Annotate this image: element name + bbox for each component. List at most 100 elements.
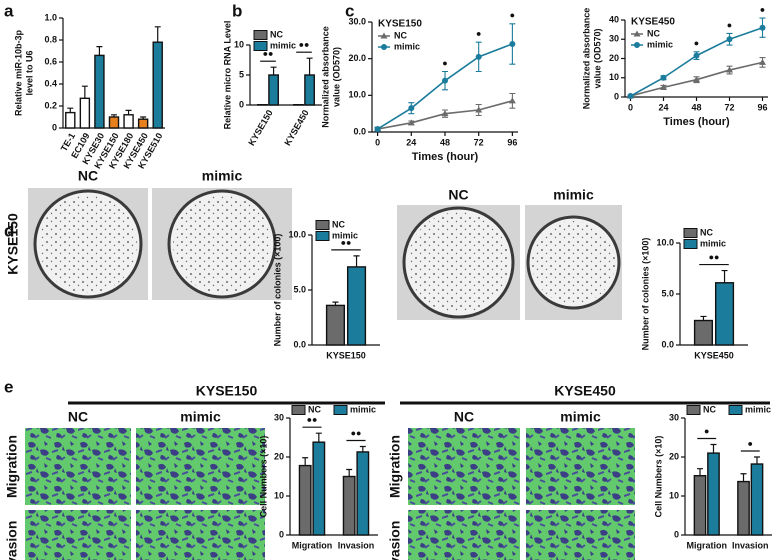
y-tick-label: 20 [274,451,284,461]
point [726,36,733,43]
y-tick-label: 20 [609,53,619,63]
bar [65,111,76,129]
significance: ● [510,10,515,20]
error-bar [753,456,760,465]
microscopy-image [25,510,131,560]
legend-swatch [253,30,268,40]
point [475,53,482,60]
column-label: NC [448,187,468,203]
legend-swatch [683,228,698,238]
y-tick-label: 10 [274,490,284,500]
legend-swatch [683,239,698,249]
x-tick-label: 96 [507,137,517,147]
legend-label: NC [700,227,713,237]
legend-label: mimic [332,230,358,240]
column-label: mimic [202,168,243,184]
bar [312,441,326,536]
x-tick-label: 48 [691,102,701,112]
legend-swatch [728,405,743,415]
significance: ● [694,38,699,48]
x-tick-label: 0 [375,137,380,147]
point [508,97,516,104]
point [660,74,667,81]
bar [94,54,105,129]
y-tick-label: 0 [239,99,244,109]
significance: ●● [709,252,720,262]
y-tick-label: 10 [669,490,679,500]
microscopy-image [526,428,635,505]
legend-marker [381,44,387,50]
bar [750,463,764,536]
y-axis-label: value (OD570) [592,28,602,88]
row-label: Migration [387,435,403,498]
legend-label: mimic [745,404,771,414]
microscopy-image [526,510,635,560]
row-label: Migration [4,435,20,498]
panel-letter: a [4,1,14,20]
point [759,58,766,65]
bar [108,116,120,129]
panel-letter: b [232,1,242,20]
row-label: Invasion [4,521,20,560]
y-tick-label: 0.0 [353,126,366,136]
error-bar [125,109,132,115]
y-tick-label: 0.0 [293,339,306,349]
y-tick-label: 10.0 [656,237,674,247]
y-tick-label: 0.2 [44,100,57,110]
y-tick-label: 20 [669,451,679,461]
bar [714,282,735,346]
bar [693,475,707,536]
y-tick-label: 5.0 [661,288,674,298]
significance: ●● [263,49,274,59]
point [660,83,667,90]
colonies [173,195,271,293]
legend-label: NC [270,29,283,39]
x-tick-label: Invasion [338,540,375,550]
error-bar [740,473,747,482]
y-tick-label: 10 [609,72,619,82]
x-tick-label: Migration [292,540,333,550]
y-tick-label: 10.0 [288,229,306,239]
x-axis-label: Times (hour) [412,151,479,163]
column-label: NC [78,168,98,184]
error-bar [302,457,309,466]
panel-letter: d [4,221,14,240]
x-tick-label: 0 [628,102,633,112]
y-axis-label: Normalized absorbance [581,8,591,110]
point [726,66,733,73]
significance: ● [476,29,481,39]
y-tick-label: 20.0 [348,53,366,63]
y-tick-label: 5 [239,69,244,79]
legend-swatch [333,405,348,415]
significance: ●● [307,415,318,425]
bar [268,74,279,106]
point [408,105,415,112]
bar [693,319,714,346]
bar [342,475,356,536]
significance: ● [704,426,709,436]
x-tick-label: 24 [406,137,416,147]
point [693,76,700,83]
x-tick-label: KYSE450 [282,108,310,147]
bar [325,304,346,346]
bar [79,97,91,129]
column-label: mimic [180,409,221,425]
x-axis-label: Times (hour) [663,116,730,128]
significance: ●● [341,237,352,247]
y-axis-label: Number of colonies (×100) [640,238,650,351]
y-tick-label: 30 [274,412,284,422]
panel-letter: e [4,377,13,396]
y-tick-label: 5.0 [293,284,306,294]
error-bar [721,269,728,283]
x-tick-label: KYSE150 [326,350,366,360]
legend-swatch [315,220,330,230]
bar [298,464,312,536]
bar [137,118,149,129]
y-tick-label: 0 [614,91,619,101]
x-tick-label: 48 [440,137,450,147]
legend-label: mimic [350,404,376,414]
bar [346,266,367,346]
legend-label: NC [647,28,660,38]
legend-marker [634,42,640,48]
